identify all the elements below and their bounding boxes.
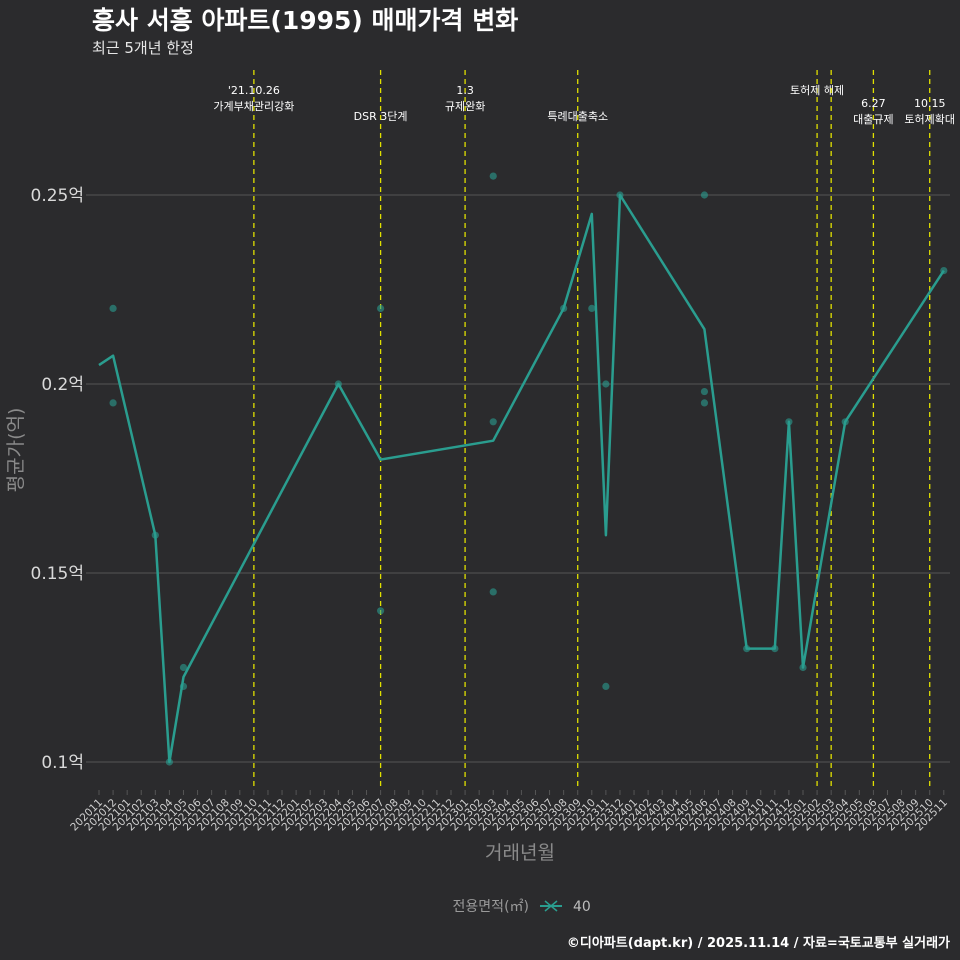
data-point-202412-22	[785, 418, 793, 426]
data-point-202312-16	[616, 191, 624, 199]
event-label-202506-0: 6.27	[861, 97, 886, 110]
data-point-202207-7	[377, 304, 385, 312]
data-point-202012-1	[109, 399, 117, 407]
y-tick-label-3: 0.25억	[31, 186, 85, 206]
legend: 전용면적(㎡) 40	[453, 899, 591, 915]
chart-title: 흥사 서흥 아파트(1995) 매매가격 변화	[92, 6, 518, 35]
data-point-202504-24	[841, 418, 849, 426]
data-point-202409-20	[743, 645, 751, 653]
event-label-202502-0: 토허제 해제	[790, 83, 844, 97]
data-point-202406-17	[700, 191, 709, 199]
series-layer	[98, 172, 948, 766]
data-point-202104-3	[165, 758, 173, 766]
y-tick-label-0: 0.1억	[41, 753, 84, 773]
data-point-202511-25	[940, 267, 948, 275]
y-tick-label-1: 0.15억	[31, 564, 85, 584]
legend-entry-40: 40	[573, 899, 591, 915]
data-point-202501-23	[799, 663, 807, 672]
y-tick-label-2: 0.2억	[41, 375, 84, 395]
x-axis: 2020112020122021012021022021032021042021…	[68, 790, 950, 833]
event-label-202510-1: 토허제확대	[904, 113, 955, 126]
event-label-202301-1: 규제완화	[445, 100, 485, 113]
data-point-202303-11	[489, 588, 497, 596]
event-label-202510-0: 10.15	[914, 97, 946, 110]
data-point-202303-9	[489, 172, 497, 180]
data-point-202311-14	[602, 380, 610, 388]
source-caption: ©디아파트(dapt.kr) / 2025.11.14 / 자료=국토교통부 실…	[567, 935, 950, 951]
event-label-202110-0: '21.10.26	[228, 84, 280, 97]
data-point-202303-10	[489, 418, 497, 426]
data-point-202012-0	[109, 304, 117, 312]
data-point-202311-15	[602, 682, 610, 691]
data-point-202406-18	[700, 387, 709, 396]
event-label-202506-1: 대출규제	[853, 113, 893, 126]
y-axis: 0.1억 0.15억 0.2억 0.25억	[31, 186, 92, 773]
data-point-202406-19	[700, 399, 709, 407]
chart-subtitle: 최근 5개년 한정	[92, 39, 194, 57]
data-point-202105-5	[179, 682, 188, 691]
data-point-202310-13	[588, 304, 596, 312]
data-point-202308-12	[560, 304, 568, 312]
data-point-202207-8	[377, 607, 385, 615]
data-point-202204-6	[334, 380, 342, 388]
y-axis-title: 평균가(억)	[5, 408, 27, 493]
event-label-202301-0: 1.3	[456, 84, 474, 97]
grid-lines	[92, 194, 950, 763]
data-point-202105-4	[179, 663, 188, 672]
event-label-202110-1: 가계부채관리강화	[213, 100, 294, 113]
legend-title: 전용면적(㎡)	[453, 899, 529, 915]
data-point-202103-2	[151, 531, 159, 539]
event-label-202207-0: DSR 3단계	[354, 110, 408, 123]
x-axis-title: 거래년월	[485, 842, 555, 864]
data-point-202411-21	[771, 645, 779, 653]
legend-swatch-cross-b	[544, 900, 558, 912]
event-label-202309-0: 특례대출축소	[547, 110, 608, 123]
